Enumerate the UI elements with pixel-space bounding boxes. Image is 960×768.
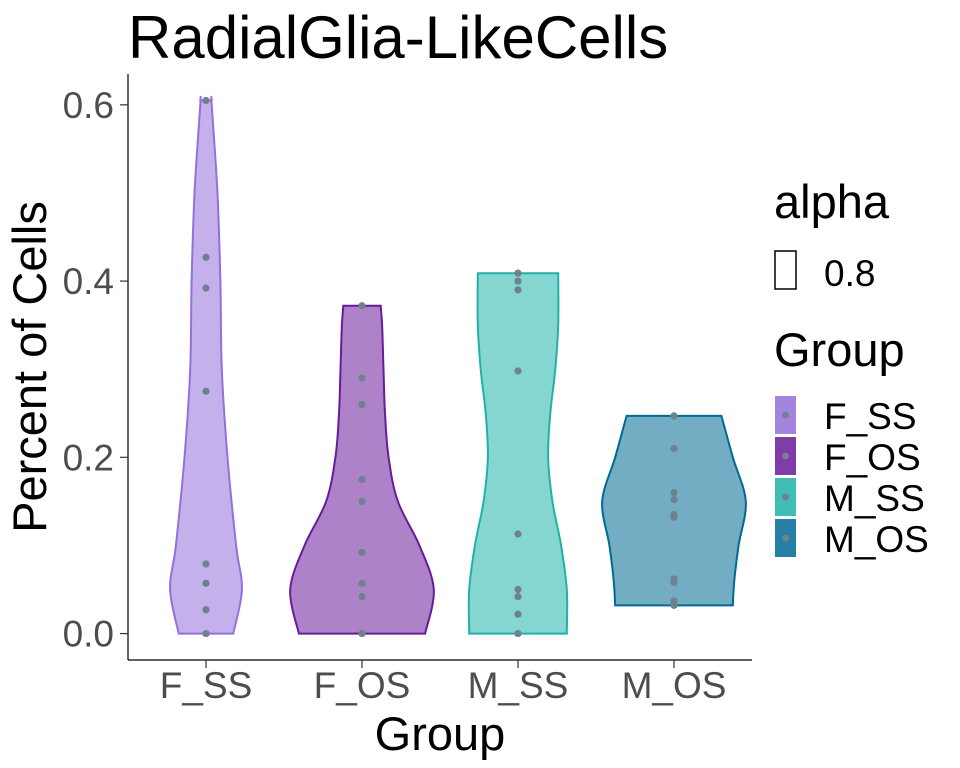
data-point [670, 601, 678, 609]
data-point [514, 367, 522, 375]
y-axis-title: Percent of Cells [3, 201, 56, 533]
violin-m-os [601, 414, 747, 607]
legend-label: M_SS [824, 478, 925, 519]
x-tick-label: M_OS [622, 665, 727, 706]
data-point [202, 96, 210, 105]
data-point [670, 496, 678, 504]
data-point [514, 269, 522, 277]
violin-layer [169, 95, 747, 635]
legend-key-point [782, 534, 789, 542]
y-tick-label: 0.0 [63, 614, 114, 655]
data-point [514, 277, 522, 285]
data-point [514, 530, 522, 538]
data-point [202, 387, 210, 395]
data-point [514, 286, 522, 294]
legend-label: F_SS [824, 396, 917, 437]
legend-alpha-title: alpha [774, 175, 890, 228]
legend-key-point [782, 493, 789, 501]
y-tick-label: 0.2 [63, 437, 114, 478]
data-point [514, 629, 522, 638]
data-point [358, 302, 366, 310]
legend-alpha-value: 0.8 [824, 253, 875, 294]
data-point [202, 560, 210, 568]
legend-alpha-key [774, 250, 797, 290]
x-axis-title: Group [375, 707, 506, 760]
violin-f-ss [169, 95, 243, 635]
data-point [358, 629, 366, 638]
legend-key-point [782, 411, 789, 419]
data-point [670, 412, 678, 420]
chart-title: RadialGlia-LikeCells [128, 4, 668, 71]
data-point [358, 475, 366, 483]
y-axis-ticks: 0.0 0.2 0.4 0.6 [63, 85, 128, 655]
x-axis-ticks: F_SS F_OS M_SS M_OS [160, 660, 727, 706]
x-tick-label: F_OS [314, 665, 411, 706]
legend-group-title: Group [774, 323, 905, 376]
data-point [514, 610, 522, 618]
data-point [202, 629, 210, 638]
data-point [670, 444, 678, 453]
data-point [202, 579, 210, 587]
data-point [514, 585, 522, 594]
data-point [202, 253, 210, 261]
y-tick-label: 0.4 [63, 261, 114, 302]
y-tick-label: 0.6 [63, 85, 114, 126]
data-point [358, 400, 366, 409]
violin-m-ss [467, 272, 569, 635]
data-point [514, 592, 522, 601]
data-point [358, 548, 366, 557]
data-point [202, 284, 210, 292]
legend-label: F_OS [824, 437, 921, 478]
data-point [670, 488, 678, 497]
legend-group-items: F_SSF_OSM_SSM_OS [775, 396, 929, 560]
legend: alpha 0.8 Group F_SSF_OSM_SSM_OS [774, 175, 929, 560]
data-point [358, 374, 366, 382]
data-point [670, 513, 678, 521]
point-layer [202, 96, 678, 638]
legend-label: M_OS [824, 519, 929, 560]
data-point [358, 592, 366, 601]
violin-f-os [289, 304, 435, 635]
data-point [202, 606, 210, 614]
x-tick-label: M_SS [468, 665, 569, 706]
data-point [358, 497, 366, 505]
data-point [670, 578, 678, 587]
data-point [358, 579, 366, 587]
legend-key-point [782, 452, 789, 460]
x-tick-label: F_SS [160, 665, 253, 706]
